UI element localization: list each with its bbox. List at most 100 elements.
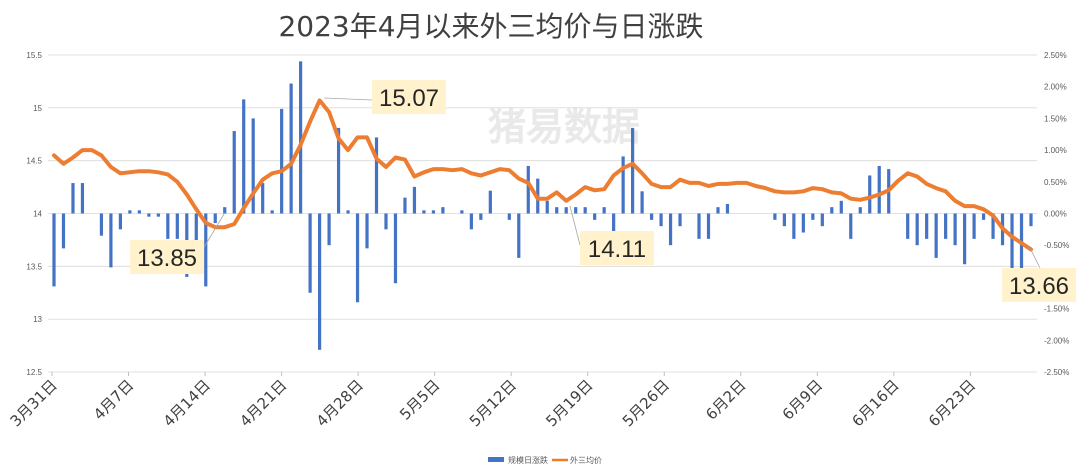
bar	[232, 131, 236, 214]
bar	[972, 213, 976, 239]
bar	[839, 200, 843, 214]
bar	[118, 213, 122, 230]
bar	[270, 210, 274, 214]
bar	[384, 213, 388, 230]
bar	[545, 200, 549, 214]
left-tick-label: 14.5	[26, 157, 42, 166]
bar	[365, 213, 369, 249]
bar	[811, 213, 815, 220]
bar	[289, 83, 293, 214]
bar	[716, 207, 720, 214]
right-tick-label: 0.00%	[1044, 210, 1067, 219]
bar	[782, 213, 786, 227]
legend-label-line: 外三均价	[570, 455, 602, 465]
left-tick-label: 13.5	[26, 262, 42, 271]
bar	[944, 213, 948, 239]
bar	[934, 213, 938, 258]
bar	[488, 190, 492, 214]
callout-label: 13.66	[1009, 273, 1069, 300]
callout-box	[372, 80, 446, 114]
x-tick-label: 3月31日	[7, 376, 61, 430]
bar	[801, 213, 805, 233]
bar	[479, 213, 483, 220]
bar	[280, 108, 284, 214]
bar	[1029, 213, 1033, 227]
callout-label: 15.07	[379, 85, 439, 112]
bar	[317, 213, 322, 350]
grid	[48, 54, 1037, 373]
callouts: 15.07 13.85 14.11 13.66	[130, 80, 1076, 302]
bar	[517, 213, 521, 258]
right-axis: 2.50%2.00%1.50%1.00%0.50%0.00%-0.50%-1.0…	[1044, 51, 1069, 377]
x-tick-label: 5月5日	[396, 376, 443, 423]
bar	[678, 213, 682, 227]
bar	[858, 207, 862, 214]
bar	[773, 213, 777, 220]
bar	[602, 207, 606, 214]
x-tick-label: 6月2日	[702, 376, 749, 423]
bar	[830, 207, 834, 214]
bar	[327, 213, 331, 246]
x-tick-label: 6月23日	[925, 376, 979, 430]
bar	[261, 183, 265, 214]
x-tick-label: 4月21日	[236, 376, 290, 430]
callout-leader	[1029, 247, 1041, 269]
bar	[374, 137, 379, 214]
legend-label-bar: 规模日涨跌	[508, 455, 548, 465]
right-tick-label: -2.50%	[1044, 368, 1069, 377]
x-tick-label: 4月28日	[313, 376, 367, 430]
watermark: 猪易数据	[488, 105, 640, 149]
callout-label: 13.85	[137, 245, 197, 272]
x-axis: 3月31日 4月7日 4月14日 4月21日 4月28日 5月5日 5月12日 5月19日 5月…	[7, 372, 979, 430]
bar	[1010, 213, 1014, 271]
line-series	[52, 98, 1033, 252]
bar	[583, 207, 587, 214]
bar	[223, 207, 227, 214]
callout-leader	[323, 97, 373, 101]
bar	[925, 213, 929, 239]
right-tick-label: 2.00%	[1044, 83, 1067, 92]
right-tick-label: 1.50%	[1044, 114, 1067, 123]
bar	[659, 213, 663, 227]
bar	[792, 213, 796, 239]
bar	[412, 186, 417, 214]
bar	[137, 210, 141, 214]
x-tick-label: 4月7日	[90, 376, 137, 423]
bar	[194, 213, 198, 249]
bar	[981, 213, 986, 220]
bar	[71, 183, 75, 214]
bar	[242, 99, 246, 214]
bar	[61, 213, 66, 249]
bar	[469, 213, 473, 230]
left-tick-label: 15.5	[26, 51, 42, 60]
bar	[849, 213, 853, 239]
bar	[346, 210, 350, 214]
bar	[336, 127, 341, 214]
bar	[128, 210, 132, 214]
right-tick-label: -2.00%	[1044, 336, 1069, 345]
bar	[697, 213, 701, 239]
right-tick-label: -1.50%	[1044, 305, 1069, 314]
price-line	[52, 98, 1033, 252]
callout-box	[130, 240, 204, 274]
callout-label: 14.11	[588, 236, 646, 263]
left-tick-label: 12.5	[26, 368, 42, 377]
right-tick-label: -0.50%	[1044, 241, 1069, 250]
bar	[621, 156, 625, 214]
bar	[99, 213, 104, 236]
bar	[156, 213, 160, 217]
bar	[526, 165, 530, 214]
bar	[308, 213, 312, 293]
bar	[355, 213, 360, 303]
bar	[52, 213, 56, 287]
bar	[631, 127, 635, 214]
x-tick-label: 4月14日	[160, 376, 214, 430]
callout-box	[580, 231, 654, 265]
left-axis: 15.5 15 14.5 14 13.5 13 12.5	[26, 51, 42, 377]
bar	[299, 61, 303, 214]
bar	[640, 191, 644, 214]
left-tick-label: 13	[33, 315, 42, 324]
bar	[915, 213, 919, 246]
